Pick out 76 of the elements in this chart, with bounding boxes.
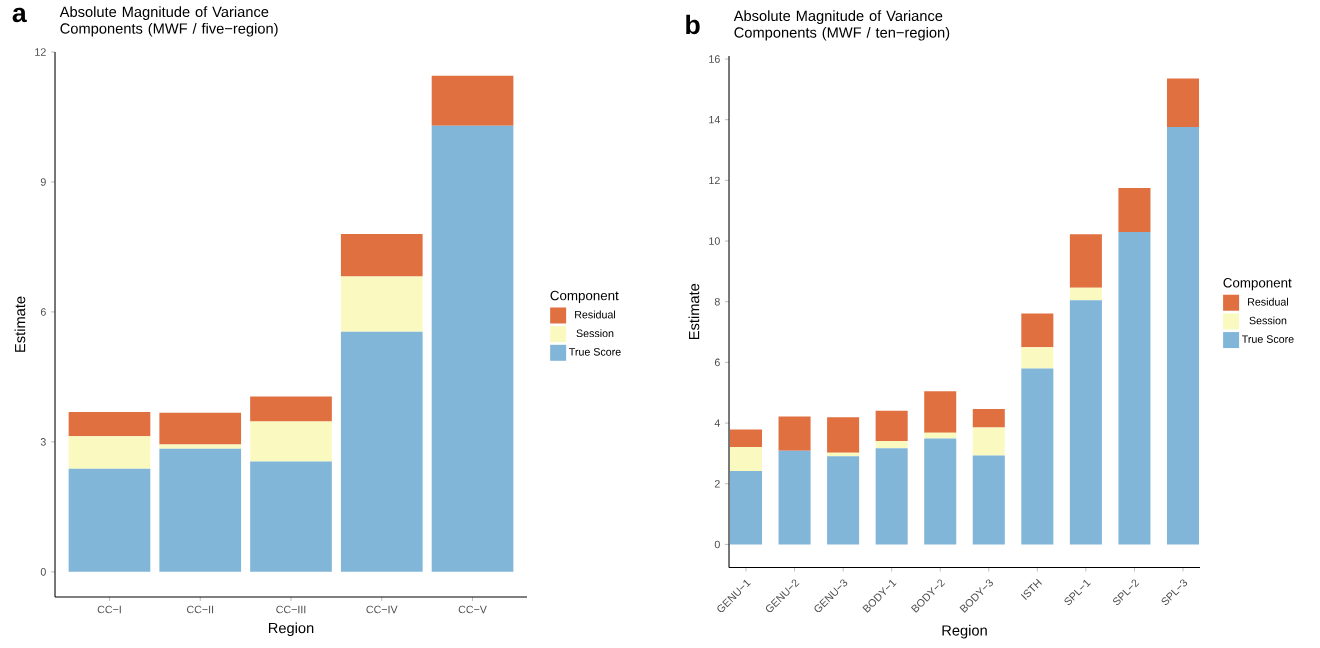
y-tick-label: 6 [40,308,46,316]
bar [68,468,151,572]
bar [340,276,423,332]
bar [924,438,957,545]
bar [875,448,908,545]
legend-title: Component [550,290,619,303]
legend-label: True Score [569,348,621,356]
legend-label: Residual [1248,297,1288,306]
bar [924,391,957,433]
y-axis-title: Estimate [14,296,26,352]
y-tick-label: 8 [714,297,720,306]
bar [1118,187,1151,232]
x-tick-label: CC−II [187,605,214,614]
bar [159,444,242,449]
y-tick-label: 4 [714,419,720,427]
text: a [12,7,27,23]
y-tick-label: 2 [714,480,720,488]
bar [250,421,332,462]
chart-title: Absolute Magnitude of Variance Components (MWF / ten−region) [733,10,950,41]
bar [68,436,151,469]
bar [159,448,242,572]
bar [729,447,763,471]
y-tick-label: 10 [709,237,720,245]
bar [1021,313,1054,348]
bar [250,461,332,572]
y-axis-title: Estimate [688,283,700,340]
bar [972,409,1005,428]
legend-title: Component [1223,278,1292,291]
legend-label: True Score [1241,335,1294,343]
bar [340,233,423,277]
text: b [686,14,700,35]
x-tick-label: CC−V [458,605,487,614]
bar [1069,234,1102,288]
bar [340,331,423,572]
x-tick-label: CC−I [97,605,121,614]
legend-label: Session [1249,316,1287,325]
bar [972,455,1005,545]
bar [431,75,514,126]
bar [1069,287,1102,301]
bar [1166,126,1200,545]
y-tick-label: 16 [709,55,720,63]
bar [1166,78,1200,127]
bar [1118,231,1151,545]
y-tick-label: 0 [40,568,46,576]
bar [68,412,151,437]
bar [729,471,763,545]
bar [875,440,908,449]
x-tick-label: CC−IV [366,605,398,614]
y-tick-label: 9 [40,178,46,186]
chart-title: Absolute Magnitude of Variance Components (MWF / five−region) [59,6,278,37]
bar [1069,300,1102,545]
bar [778,416,811,451]
legend-label: Session [576,329,614,338]
bar [1021,347,1054,369]
legend-label: Residual [575,310,616,319]
y-tick-label: 12 [709,176,720,185]
bar [827,456,860,545]
bar [250,396,332,422]
bar [972,427,1005,456]
x-tick-label: CC−III [276,605,306,614]
bar [875,410,908,441]
bar [1021,368,1054,545]
y-tick-label: 0 [714,540,720,549]
bar [159,412,242,445]
x-axis-title: Region [942,624,987,639]
y-tick-label: 12 [35,48,46,56]
x-axis-title: Region [268,622,314,637]
bar [827,417,860,453]
bar [431,125,514,572]
y-tick-label: 3 [40,438,46,446]
bar [778,450,811,545]
bar [924,432,957,439]
bar [729,429,763,448]
y-tick-label: 6 [714,358,720,367]
y-tick-label: 14 [709,116,720,124]
bar [827,452,860,457]
